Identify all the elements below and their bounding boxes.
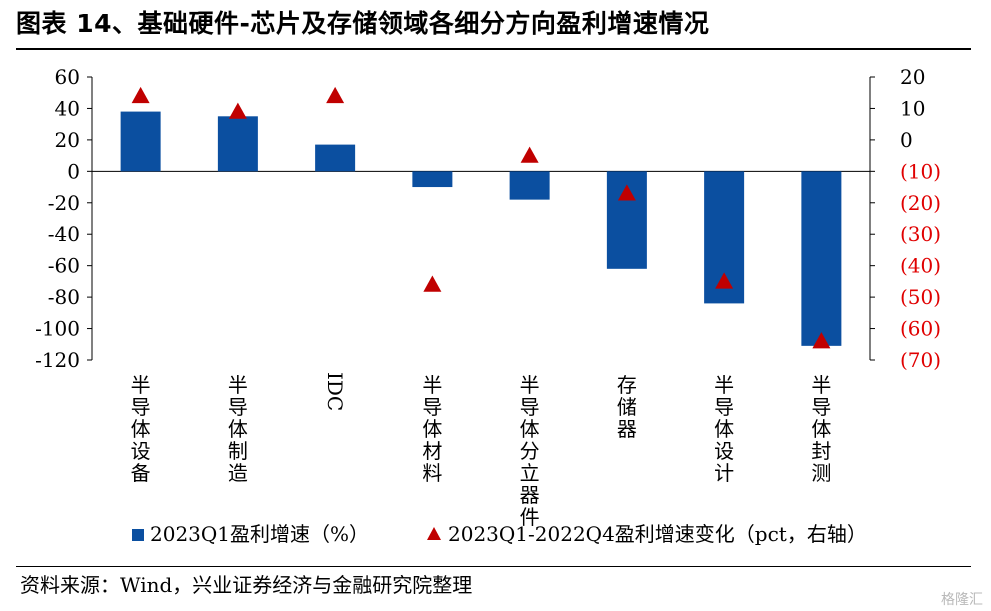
- category-label: 半导体分立器件: [520, 373, 540, 529]
- triangle-marker: [423, 275, 442, 292]
- bar: [412, 171, 453, 188]
- watermark-logo: 格隆汇: [941, 592, 983, 608]
- title-rule: [16, 48, 971, 50]
- right-tick-label: (60): [900, 317, 941, 341]
- right-tick-label: 10: [900, 96, 925, 120]
- legend-bar-label: 2023Q1盈利增速（%）: [150, 522, 369, 546]
- source-note: 资料来源：Wind，兴业证券经济与金融研究院整理: [20, 573, 473, 597]
- bar: [509, 171, 550, 200]
- legend-marker-swatch: [427, 527, 441, 540]
- legend-bar-swatch: [132, 529, 144, 541]
- right-tick-label: (30): [900, 222, 941, 246]
- category-label: 半导体设计: [714, 373, 734, 485]
- left-tick-label: 60: [55, 65, 80, 89]
- left-tick-label: 0: [67, 159, 80, 183]
- left-tick-label: -60: [48, 254, 80, 278]
- right-tick-label: (40): [900, 254, 941, 278]
- bar: [120, 111, 161, 172]
- triangle-marker: [326, 86, 345, 104]
- category-label: 半导体设备: [131, 373, 151, 485]
- left-tick-label: 20: [55, 128, 80, 152]
- source-rule: [16, 566, 971, 567]
- triangle-marker: [617, 184, 636, 201]
- left-tick-label: -120: [35, 348, 80, 372]
- left-tick-label: -80: [48, 285, 80, 309]
- right-tick-label: (70): [900, 348, 941, 372]
- right-tick-label: (10): [900, 159, 941, 183]
- left-tick-label: -40: [48, 222, 80, 246]
- right-tick-label: 20: [900, 65, 925, 89]
- right-tick-label: (20): [900, 191, 941, 215]
- right-tick-label: 0: [900, 128, 913, 152]
- triangle-marker: [812, 332, 831, 349]
- triangle-marker: [715, 272, 734, 289]
- legend-marker-label: 2023Q1-2022Q4盈利增速变化（pct，右轴）: [448, 522, 867, 546]
- category-label: IDC: [323, 372, 347, 411]
- left-tick-label: 40: [55, 96, 80, 120]
- bar: [315, 144, 356, 172]
- category-label: 半导体制造: [228, 373, 248, 485]
- left-tick-label: -100: [35, 317, 80, 341]
- triangle-marker: [520, 146, 539, 163]
- chart-title: 图表 14、基础硬件-芯片及存储领域各细分方向盈利增速情况: [16, 9, 710, 38]
- category-label: 存储器: [617, 373, 637, 441]
- bar: [217, 116, 258, 172]
- category-label: 半导体材料: [422, 373, 442, 485]
- triangle-marker: [131, 86, 150, 104]
- triangle-marker: [228, 102, 247, 119]
- category-label: 半导体封测: [811, 373, 831, 485]
- right-tick-label: (50): [900, 285, 941, 309]
- bar: [801, 171, 842, 346]
- left-tick-label: -20: [48, 191, 80, 215]
